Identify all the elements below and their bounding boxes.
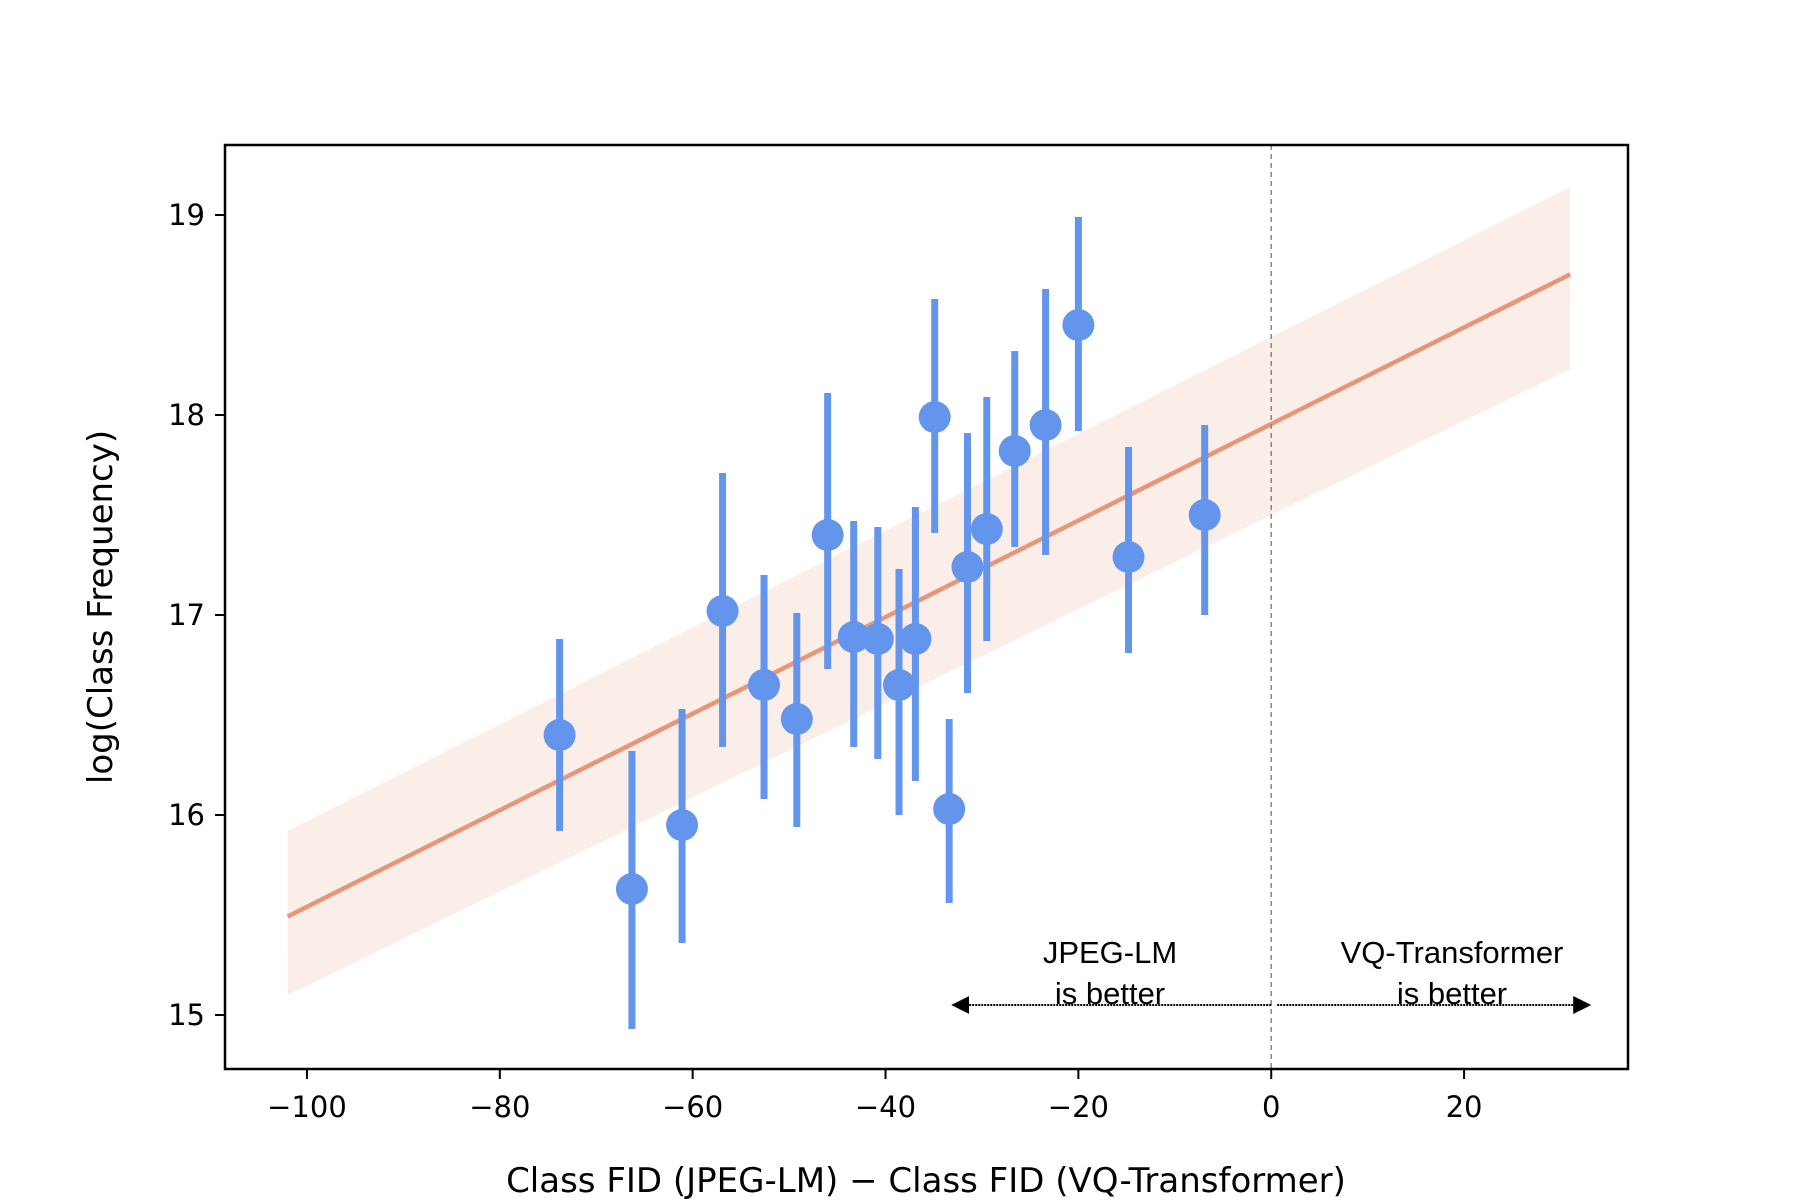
y-axis-label: log(Class Frequency): [81, 430, 121, 784]
y-tick-label: 15: [168, 998, 205, 1032]
y-tick-label: 19: [168, 198, 205, 232]
regression-line: [286, 272, 1572, 919]
plot-area: [286, 145, 1592, 1069]
point-marker: [811, 519, 844, 551]
data-point: [933, 719, 966, 903]
x-axis-label: Class FID (JPEG-LM) − Class FID (VQ-Tran…: [506, 1161, 1346, 1200]
point-marker: [951, 551, 984, 583]
regression-confidence-band: [287, 187, 1571, 995]
point-marker: [933, 793, 966, 825]
data-point: [1188, 425, 1221, 615]
x-tick-label: −40: [855, 1090, 916, 1124]
point-marker: [861, 623, 894, 655]
y-tick-label: 17: [168, 598, 205, 632]
annotation-jpeg-lm-line2: is better: [1055, 976, 1165, 1011]
data-point: [861, 527, 894, 759]
point-marker: [998, 435, 1031, 467]
data-point: [615, 751, 648, 1029]
data-point: [1029, 289, 1062, 555]
point-marker: [1062, 309, 1095, 341]
data-point: [837, 521, 870, 747]
y-axis-ticks: 15 16 17 18 19: [168, 198, 225, 1032]
annotation-jpeg-lm-line1: JPEG-LM: [1043, 935, 1177, 970]
data-point: [748, 575, 781, 799]
point-marker: [970, 513, 1003, 545]
data-point: [998, 351, 1031, 547]
x-tick-label: −20: [1048, 1090, 1109, 1124]
plot-frame: [223, 143, 1630, 1071]
x-tick-label: 20: [1446, 1090, 1483, 1124]
point-marker: [918, 401, 951, 433]
x-tick-label: −60: [662, 1090, 723, 1124]
point-marker: [837, 621, 870, 653]
point-marker: [666, 809, 699, 841]
point-marker: [748, 669, 781, 701]
x-tick-label: −80: [469, 1090, 530, 1124]
y-tick-label: 18: [168, 398, 205, 432]
point-marker: [883, 669, 916, 701]
data-points: [543, 217, 1221, 1029]
data-point: [951, 433, 984, 693]
point-marker: [615, 873, 648, 905]
y-tick-label: 16: [168, 798, 205, 832]
point-marker: [1112, 541, 1145, 573]
x-axis-ticks: −100 −80 −60 −40 −20 0 20: [267, 1069, 1483, 1124]
data-point: [1062, 217, 1095, 431]
point-marker: [706, 595, 739, 627]
data-point: [666, 709, 699, 943]
point-marker: [899, 623, 932, 655]
x-tick-label: 0: [1262, 1090, 1280, 1124]
point-marker: [780, 703, 813, 735]
data-point: [970, 397, 1003, 641]
data-point: [899, 507, 932, 781]
annotation-vq-transformer-line1: VQ-Transformer: [1341, 935, 1564, 970]
data-point: [543, 639, 576, 831]
data-point: [706, 473, 739, 747]
data-point: [780, 613, 813, 827]
data-point: [811, 393, 844, 669]
data-point: [1112, 447, 1145, 653]
annotation-vq-transformer-line2: is better: [1397, 976, 1507, 1011]
point-marker: [543, 719, 576, 751]
data-point: [883, 569, 916, 815]
point-marker: [1029, 409, 1062, 441]
point-marker: [1188, 499, 1221, 531]
data-point: [918, 299, 951, 533]
x-tick-label: −100: [267, 1090, 347, 1124]
